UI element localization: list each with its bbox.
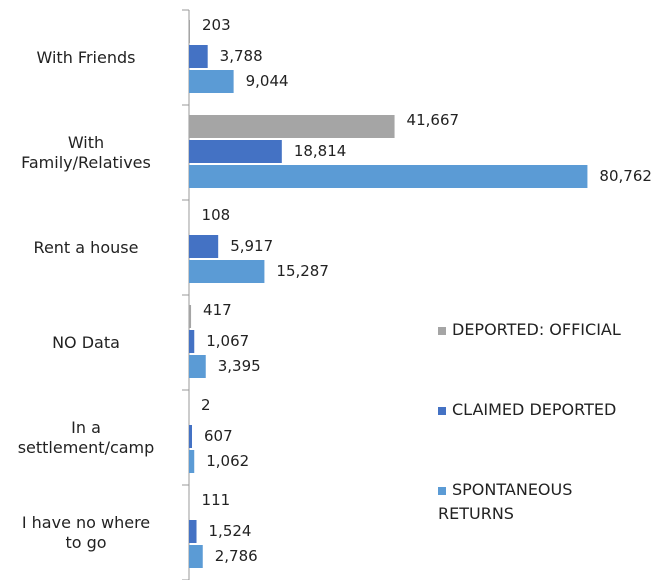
bar xyxy=(189,115,395,138)
legend-item: SPONTANEOUS RETURNS xyxy=(438,478,608,526)
legend-swatch xyxy=(438,486,446,495)
data-label: 111 xyxy=(202,491,231,509)
data-label: 18,814 xyxy=(294,142,347,160)
category-label: I have no where to go xyxy=(21,512,151,552)
bar xyxy=(189,20,191,43)
bar xyxy=(189,450,195,473)
category-label: With Family/Relatives xyxy=(21,132,151,172)
data-label: 80,762 xyxy=(599,167,652,185)
data-label: 1,524 xyxy=(209,522,252,540)
bar xyxy=(189,305,192,328)
legend-item: CLAIMED DEPORTED xyxy=(438,398,658,422)
bar xyxy=(189,495,190,518)
legend-label: SPONTANEOUS RETURNS xyxy=(438,480,573,523)
bar xyxy=(189,70,234,93)
data-label: 607 xyxy=(204,427,233,445)
bar xyxy=(189,355,206,378)
category-label: Rent a house xyxy=(33,237,139,257)
data-label: 417 xyxy=(203,301,232,319)
bar xyxy=(189,210,190,233)
category-label: With Friends xyxy=(36,47,136,67)
bar xyxy=(189,545,203,568)
data-label: 203 xyxy=(202,16,231,34)
legend-label: DEPORTED: OFFICIAL xyxy=(452,320,621,339)
data-label: 5,917 xyxy=(230,237,273,255)
data-label: 9,044 xyxy=(246,72,289,90)
data-label: 2 xyxy=(201,396,211,414)
category-label: NO Data xyxy=(52,332,120,352)
bar xyxy=(189,140,282,163)
legend-label: CLAIMED DEPORTED xyxy=(452,400,617,419)
data-label: 41,667 xyxy=(407,111,460,129)
data-label: 15,287 xyxy=(276,262,329,280)
bar xyxy=(189,165,588,188)
bar xyxy=(189,425,192,448)
bar xyxy=(189,330,195,353)
data-label: 108 xyxy=(202,206,231,224)
data-label: 2,786 xyxy=(215,547,258,565)
category-label: In a settlement/camp xyxy=(17,417,155,457)
data-label: 1,062 xyxy=(206,452,249,470)
bar xyxy=(189,235,219,258)
bar xyxy=(189,260,265,283)
legend-swatch xyxy=(438,406,446,415)
data-label: 3,788 xyxy=(220,47,263,65)
data-label: 1,067 xyxy=(206,332,249,350)
legend-item: DEPORTED: OFFICIAL xyxy=(438,318,658,342)
legend-swatch xyxy=(438,326,446,335)
bar xyxy=(189,520,197,543)
bar xyxy=(189,45,208,68)
data-label: 3,395 xyxy=(218,357,261,375)
